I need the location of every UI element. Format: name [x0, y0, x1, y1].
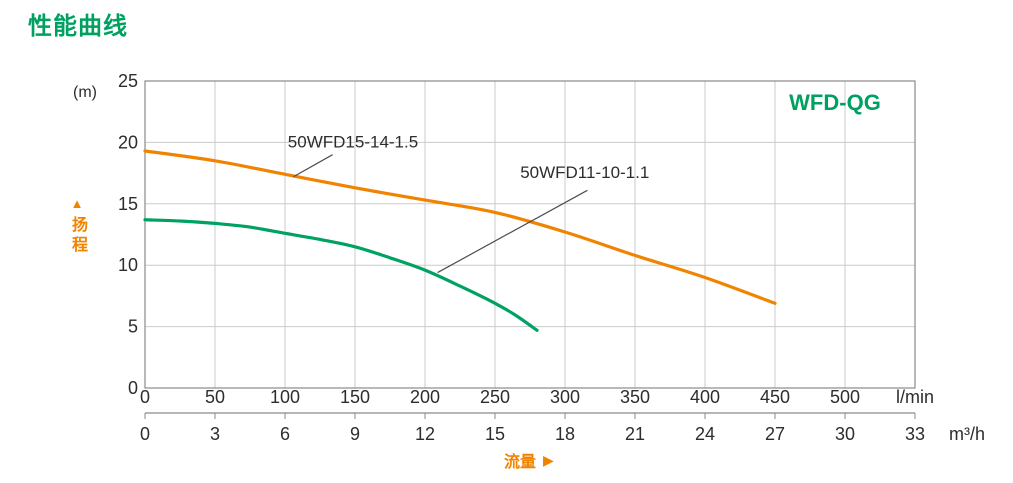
y-tick-label: 20 [118, 132, 138, 152]
y-tick-label: 10 [118, 255, 138, 275]
x-tick-label-lmin: 50 [205, 387, 225, 407]
y-axis-title-head: ▲ 扬程 [63, 196, 91, 257]
x-tick-label-lmin: 250 [480, 387, 510, 407]
x-tick-label-m3h: 21 [625, 424, 645, 444]
y-axis-unit-label: (m) [73, 84, 97, 101]
x-tick-label-lmin: 150 [340, 387, 370, 407]
curve-50WFD15-14-1.5 [143, 149, 777, 305]
x-tick-label-m3h: 24 [695, 424, 715, 444]
up-triangle-icon: ▲ [70, 196, 84, 211]
x-axis-title-flow: 流量 ▶ [504, 448, 554, 472]
x-tick-label-m3h: 18 [555, 424, 575, 444]
y-tick-label: 15 [118, 194, 138, 214]
x-tick-label-lmin: 400 [690, 387, 720, 407]
y-axis-title-text: 扬程 [69, 216, 86, 256]
x-tick-label-lmin: 450 [760, 387, 790, 407]
plot-frame [144, 80, 916, 389]
x-axis-unit-lmin: l/min [896, 387, 934, 407]
x-tick-label-lmin: 500 [830, 387, 860, 407]
curve-50WFD11-10-1.1 [143, 218, 539, 332]
page-title: 性能曲线 [28, 13, 128, 40]
leader-line [293, 154, 333, 178]
y-tick-label: 5 [128, 317, 138, 337]
x-tick-label-m3h: 33 [905, 424, 925, 444]
x-axis-title-text: 流量 [504, 454, 537, 471]
x-tick-label-m3h: 15 [485, 424, 505, 444]
x-tick-label-lmin: 100 [270, 387, 300, 407]
x-tick-label-m3h: 6 [280, 424, 290, 444]
x-tick-label-m3h: 27 [765, 424, 785, 444]
x-tick-label-m3h: 0 [140, 424, 150, 444]
leader-line [437, 189, 588, 274]
x-tick-label-m3h: 3 [210, 424, 220, 444]
x-tick-label-lmin: 350 [620, 387, 650, 407]
x-tick-label-m3h: 12 [415, 424, 435, 444]
x-tick-label-lmin: 200 [410, 387, 440, 407]
y-tick-label: 0 [128, 378, 138, 398]
x-tick-label-m3h: 9 [350, 424, 360, 444]
x-tick-label-lmin: 300 [550, 387, 580, 407]
x-tick-label-m3h: 30 [835, 424, 855, 444]
right-triangle-icon: ▶ [543, 452, 554, 468]
curve-label-50WFD15-14-1.5: 50WFD15-14-1.5 [288, 132, 418, 151]
x-axis-unit-m3h: m³/h [949, 424, 985, 444]
model-family-label: WFD-QG [789, 90, 881, 115]
curve-label-50WFD11-10-1.1: 50WFD11-10-1.1 [520, 163, 649, 182]
y-tick-label: 25 [118, 71, 138, 91]
x-tick-label-lmin: 0 [140, 387, 150, 407]
